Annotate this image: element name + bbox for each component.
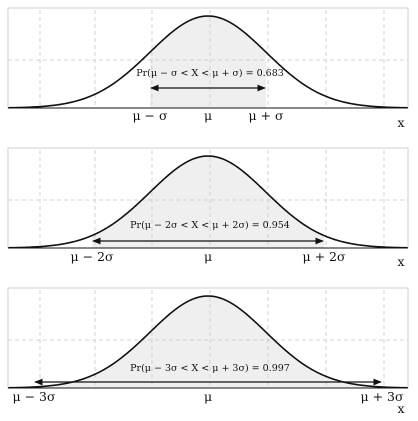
density-curve xyxy=(8,15,408,109)
tick-label: μ + σ xyxy=(248,108,284,123)
tick-label: μ xyxy=(204,108,212,123)
tick-label: μ xyxy=(204,249,212,264)
x-axis-label: x xyxy=(397,254,404,269)
probability-annotation: Pr(μ − 2σ < X < μ + 2σ) = 0.954 xyxy=(130,220,290,231)
tick-label: μ − 3σ xyxy=(12,389,55,404)
x-axis-label: x xyxy=(397,401,404,416)
tick-label: μ − σ xyxy=(132,108,168,123)
shaded-region xyxy=(92,156,324,248)
shaded-region xyxy=(34,296,382,388)
chart-panel-1: Pr(μ − σ < X < μ + σ) = 0.683 μ − σ μ μ + σ… xyxy=(7,7,409,130)
density-curve xyxy=(8,155,408,249)
tick-label: μ + 2σ xyxy=(302,249,345,264)
x-axis-label: x xyxy=(397,115,404,130)
probability-annotation: Pr(μ − σ < X < μ + σ) = 0.683 xyxy=(136,68,284,79)
tick-label: μ + 3σ xyxy=(360,389,403,404)
chart-panel-3: Pr(μ − 3σ < X < μ + 3σ) = 0.997 μ − 3σ μ μ … xyxy=(7,287,409,416)
tick-label: μ xyxy=(204,389,212,404)
chart-panel-2: Pr(μ − 2σ < X < μ + 2σ) = 0.954 μ − 2σ μ μ … xyxy=(7,147,409,269)
probability-annotation: Pr(μ − 3σ < X < μ + 3σ) = 0.997 xyxy=(130,363,290,374)
tick-label: μ − 2σ xyxy=(70,249,113,264)
